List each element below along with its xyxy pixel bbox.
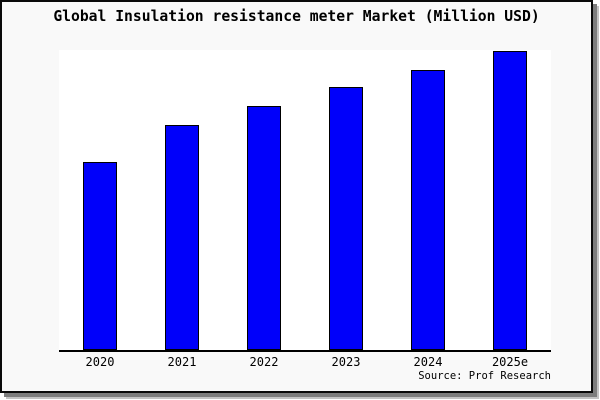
source-credit: Source: Prof Research [418,370,551,382]
x-tick-label-2020: 2020 [85,355,115,369]
x-axis-labels: 2020 2021 2022 2023 2024 2025e [59,355,551,370]
bar-2025e [493,51,527,350]
chart-title: Global Insulation resistance meter Marke… [53,8,540,25]
bar-2020 [83,162,117,350]
x-tick-label-2025e: 2025e [491,355,529,369]
chart-frame: Global Insulation resistance meter Marke… [0,0,593,393]
bar-2022 [247,106,281,350]
x-tick-label-2024: 2024 [413,355,443,369]
x-tick-label-2022: 2022 [249,355,279,369]
x-tick-label-2021: 2021 [167,355,197,369]
plot-area [59,50,551,352]
x-tick-label-2023: 2023 [331,355,361,369]
bar-2024 [411,70,445,350]
bar-2023 [329,87,363,350]
bar-2021 [165,125,199,350]
